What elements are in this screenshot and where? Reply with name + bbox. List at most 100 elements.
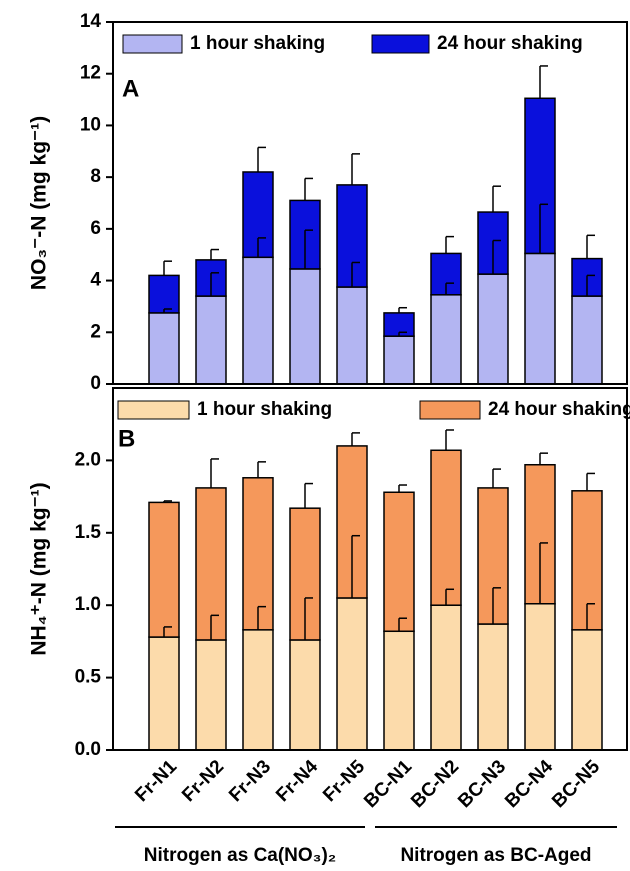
bar-segment — [336, 286, 368, 385]
y-tick-label: 10 — [80, 114, 101, 135]
error-bar — [304, 482, 313, 509]
error-bar — [163, 500, 172, 503]
bar-segment — [242, 256, 274, 385]
error-bar — [492, 468, 501, 488]
y-tick-label: 8 — [90, 166, 101, 187]
x-tick-label: BC-N3 — [454, 756, 510, 812]
bar-segment — [148, 312, 180, 385]
bar-segment — [289, 268, 321, 385]
error-bar — [445, 429, 454, 451]
error-bar — [398, 331, 407, 337]
x-tick-label: BC-N5 — [548, 756, 604, 812]
error-bar — [351, 432, 360, 446]
error-bar — [257, 146, 266, 172]
error-bar — [398, 617, 407, 632]
error-bar — [539, 65, 548, 99]
error-bar — [539, 542, 548, 604]
y-tick-label: 0 — [90, 373, 101, 394]
bar-segment — [524, 603, 556, 751]
legend-label: 24 hour shaking — [488, 399, 630, 420]
y-tick-label: 2.0 — [75, 449, 101, 470]
error-bar — [539, 452, 548, 465]
bar-segment — [383, 630, 415, 751]
plot-frame — [112, 387, 628, 751]
error-bar — [257, 605, 266, 630]
error-bar — [539, 203, 548, 254]
error-bar — [492, 587, 501, 625]
error-bar — [492, 185, 501, 213]
bar-segment — [289, 639, 321, 751]
y-axis-label: NH₄⁺-N (mg kg⁻¹) — [28, 482, 51, 655]
error-bar — [304, 229, 313, 269]
bar-segment — [571, 295, 603, 385]
error-bar — [398, 306, 407, 313]
error-bar — [351, 534, 360, 598]
bar-segment — [430, 604, 462, 751]
error-bar — [163, 308, 172, 313]
bar-segment — [571, 629, 603, 751]
y-tick-label: 14 — [80, 11, 102, 32]
error-bar — [586, 274, 595, 297]
bar-segment — [430, 294, 462, 385]
y-tick-label: 12 — [80, 63, 101, 84]
x-tick-label: Fr-N4 — [272, 756, 322, 806]
error-bar — [586, 603, 595, 630]
bar-segment — [430, 449, 462, 606]
error-bar — [351, 153, 360, 185]
x-tick-label: BC-N2 — [407, 756, 463, 812]
bar-segment — [477, 273, 509, 385]
error-bar — [445, 235, 454, 254]
error-bar — [445, 282, 454, 295]
y-axis-label: NO₃⁻-N (mg kg⁻¹) — [28, 116, 51, 290]
bar-segment — [195, 295, 227, 385]
bar-segment — [195, 639, 227, 751]
x-tick-label: BC-N4 — [501, 756, 557, 812]
panel-label: A — [122, 75, 139, 102]
legend-swatch — [419, 400, 481, 420]
legend-label: 1 hour shaking — [197, 399, 332, 420]
error-bar — [398, 484, 407, 493]
x-tick-label: Fr-N3 — [225, 756, 275, 806]
bar-segment — [242, 629, 274, 751]
error-bar — [257, 237, 266, 258]
x-tick-label: Fr-N1 — [131, 756, 181, 806]
error-bar — [163, 626, 172, 638]
error-bar — [257, 461, 266, 478]
legend-swatch — [371, 34, 430, 54]
error-bar — [304, 177, 313, 201]
legend-label: 1 hour shaking — [190, 33, 325, 54]
y-tick-label: 4 — [90, 270, 101, 291]
y-tick-label: 1.0 — [75, 594, 101, 615]
x-tick-label: Fr-N2 — [178, 756, 228, 806]
legend-label: 24 hour shaking — [437, 33, 583, 54]
y-tick-label: 6 — [90, 218, 101, 239]
plot-frame — [112, 21, 628, 385]
x-tick-label: BC-N1 — [360, 756, 416, 812]
legend-swatch — [117, 400, 190, 420]
error-bar — [210, 272, 219, 297]
bar-segment — [383, 491, 415, 633]
error-bar — [210, 458, 219, 488]
group-label: Nitrogen as BC-Aged — [400, 845, 591, 866]
error-bar — [492, 239, 501, 275]
error-bar — [586, 234, 595, 259]
bar-segment — [148, 636, 180, 751]
error-bar — [445, 588, 454, 606]
y-tick-label: 1.5 — [75, 522, 102, 543]
y-tick-label: 0.5 — [75, 667, 102, 688]
legend-swatch — [122, 34, 183, 54]
error-bar — [210, 248, 219, 260]
bar-segment — [148, 274, 180, 314]
y-tick-label: 0.0 — [75, 739, 101, 760]
error-bar — [304, 597, 313, 640]
bar-segment — [383, 335, 415, 385]
group-label: Nitrogen as Ca(NO₃)₂ — [144, 845, 336, 866]
error-bar — [163, 260, 172, 276]
panel-label: B — [118, 425, 135, 452]
bar-segment — [336, 597, 368, 751]
bar-segment — [524, 252, 556, 385]
error-bar — [586, 472, 595, 491]
bar-segment — [148, 501, 180, 638]
error-bar — [351, 261, 360, 288]
